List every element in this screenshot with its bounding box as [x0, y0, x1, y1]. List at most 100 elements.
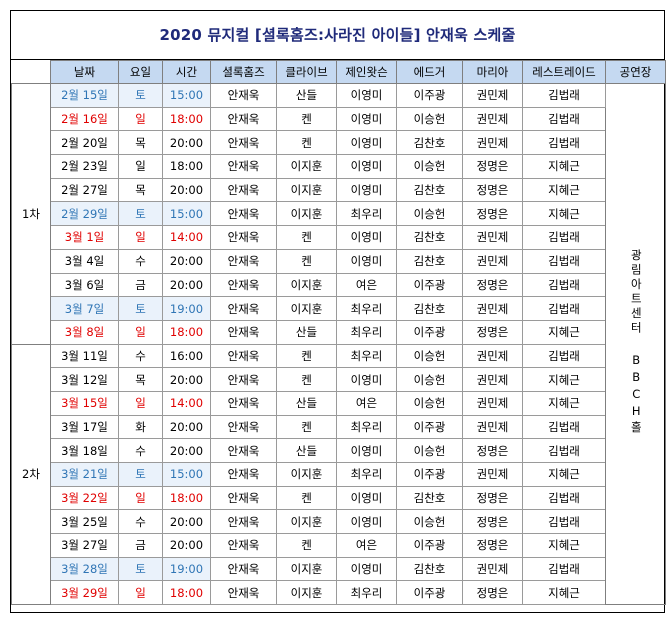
header-date: 날짜 [50, 60, 119, 84]
day-cell: 목 [118, 367, 163, 392]
jane-cell: 이영미 [336, 509, 397, 535]
lestrade-cell: 김법래 [522, 248, 606, 274]
time-cell: 18:00 [162, 580, 211, 606]
jane-cell: 최우리 [336, 201, 397, 227]
time-cell: 20:00 [162, 414, 211, 440]
maria-cell: 정명은 [462, 580, 523, 606]
edgar-cell: 김찬호 [396, 248, 463, 274]
header-sherlock: 셜록홈즈 [210, 60, 277, 84]
clive-cell: 켄 [276, 106, 337, 132]
jane-cell: 여은 [336, 272, 397, 298]
sherlock-cell: 안재욱 [210, 343, 277, 369]
header-blank [11, 60, 51, 84]
edgar-cell: 이승헌 [396, 438, 463, 463]
jane-cell: 이영미 [336, 225, 397, 250]
sherlock-cell: 안재욱 [210, 296, 277, 321]
day-cell: 수 [118, 509, 163, 535]
jane-cell: 이영미 [336, 556, 397, 582]
date-cell: 3월 15일 [50, 390, 119, 416]
jane-cell: 이영미 [336, 177, 397, 203]
clive-cell: 켄 [276, 248, 337, 274]
lestrade-cell: 지혜근 [522, 319, 606, 345]
clive-cell: 이지훈 [276, 154, 337, 179]
venue-cell: 광림아트센터 BBCH홀 [605, 82, 666, 606]
clive-cell: 이지훈 [276, 556, 337, 582]
time-cell: 20:00 [162, 367, 211, 392]
day-cell: 일 [118, 390, 163, 416]
lestrade-cell: 지혜근 [522, 462, 606, 487]
time-cell: 15:00 [162, 83, 211, 108]
table-row: 2월 27일 목 20:00 안재욱 이지훈 이영미 김찬호 정명은 지혜근 [12, 177, 666, 203]
header-edgar: 에드거 [396, 60, 463, 84]
sherlock-cell: 안재욱 [210, 272, 277, 298]
jane-cell: 최우리 [336, 296, 397, 321]
clive-cell: 켄 [276, 343, 337, 369]
day-cell: 수 [118, 248, 163, 274]
table-row: 3월 29일 일 18:00 안재욱 이지훈 최우리 이주광 정명은 지혜근 [12, 580, 666, 606]
page-title: 2020 뮤지컬 [셜록홈즈:사라진 아이들] 안재욱 스케줄 [11, 11, 664, 60]
edgar-cell: 김찬호 [396, 225, 463, 250]
sherlock-cell: 안재욱 [210, 580, 277, 606]
edgar-cell: 김찬호 [396, 177, 463, 203]
maria-cell: 권민제 [462, 556, 523, 582]
maria-cell: 권민제 [462, 462, 523, 487]
sherlock-cell: 안재욱 [210, 130, 277, 156]
time-cell: 18:00 [162, 106, 211, 132]
maria-cell: 권민제 [462, 83, 523, 108]
lestrade-cell: 김법래 [522, 509, 606, 535]
table-row: 2차 3월 11일 수 16:00 안재욱 켄 최우리 이승헌 권민제 김법래 [11, 343, 666, 606]
clive-cell: 산들 [276, 438, 337, 463]
clive-cell: 이지훈 [276, 201, 337, 227]
jane-cell: 이영미 [336, 83, 397, 108]
edgar-cell: 김찬호 [396, 556, 463, 582]
jane-cell: 이영미 [336, 154, 397, 179]
jane-cell: 여은 [336, 533, 397, 558]
day-cell: 목 [118, 130, 163, 156]
sherlock-cell: 안재욱 [210, 106, 277, 132]
time-cell: 18:00 [162, 485, 211, 511]
time-cell: 15:00 [162, 462, 211, 487]
lestrade-cell: 김법래 [522, 106, 606, 132]
header-maria: 마리아 [462, 60, 523, 84]
date-cell: 2월 23일 [50, 154, 119, 179]
date-cell: 3월 4일 [50, 248, 119, 274]
jane-cell: 이영미 [336, 130, 397, 156]
lestrade-cell: 김법래 [522, 83, 606, 108]
jane-cell: 이영미 [336, 367, 397, 392]
schedule-body: 1차 2월 15일 토 15:00 안재욱 산들 이영미 이주광 권민제 김법래 광림아트센터 BB… [11, 82, 666, 606]
jane-cell: 최우리 [336, 414, 397, 440]
time-cell: 20:00 [162, 533, 211, 558]
date-cell: 3월 25일 [50, 509, 119, 535]
edgar-cell: 이주광 [396, 580, 463, 606]
table-row: 3월 6일 금 20:00 안재욱 이지훈 여은 이주광 정명은 김법래 [12, 272, 666, 298]
sherlock-cell: 안재욱 [210, 319, 277, 345]
lestrade-cell: 지혜근 [522, 580, 606, 606]
edgar-cell: 이승헌 [396, 201, 463, 227]
time-cell: 15:00 [162, 201, 211, 227]
jane-cell: 이영미 [336, 248, 397, 274]
sherlock-cell: 안재욱 [210, 248, 277, 274]
table-row: 3월 17일 화 20:00 안재욱 켄 최우리 이주광 권민제 김법래 [12, 414, 666, 440]
day-cell: 토 [118, 83, 163, 108]
maria-cell: 권민제 [462, 296, 523, 321]
jane-cell: 최우리 [336, 319, 397, 345]
date-cell: 3월 17일 [50, 414, 119, 440]
edgar-cell: 이승헌 [396, 343, 463, 369]
lestrade-cell: 김법래 [522, 485, 606, 511]
clive-cell: 이지훈 [276, 462, 337, 487]
day-cell: 목 [118, 177, 163, 203]
date-cell: 3월 7일 [50, 296, 119, 321]
maria-cell: 권민제 [462, 414, 523, 440]
day-cell: 토 [118, 296, 163, 321]
lestrade-cell: 지혜근 [522, 201, 606, 227]
lestrade-cell: 김법래 [522, 556, 606, 582]
time-cell: 20:00 [162, 438, 211, 463]
header-venue: 공연장 [605, 60, 666, 84]
date-cell: 3월 6일 [50, 272, 119, 298]
date-cell: 3월 11일 [50, 343, 119, 369]
day-cell: 화 [118, 414, 163, 440]
day-cell: 수 [118, 343, 163, 369]
time-cell: 16:00 [162, 343, 211, 369]
sherlock-cell: 안재욱 [210, 177, 277, 203]
maria-cell: 정명은 [462, 154, 523, 179]
